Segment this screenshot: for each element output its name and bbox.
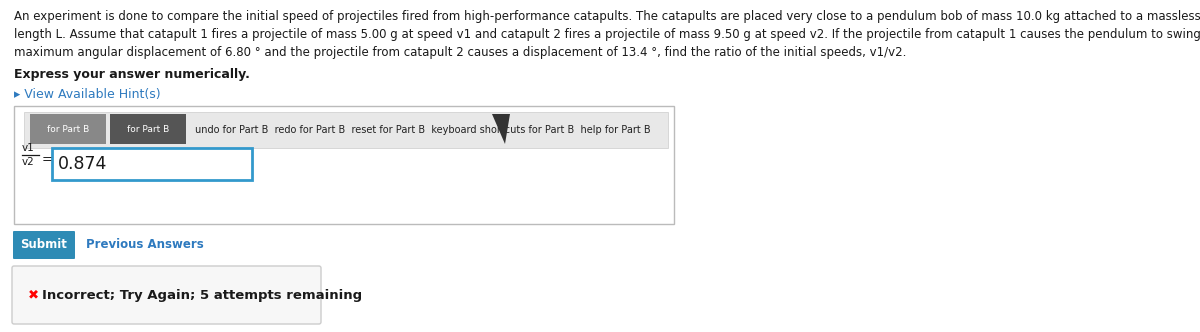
Text: Express your answer numerically.: Express your answer numerically.	[14, 68, 250, 81]
Text: undo for Part B  redo for Part B  reset for Part B  keyboard shortcuts for Part : undo for Part B redo for Part B reset fo…	[194, 125, 650, 135]
Text: for Part B: for Part B	[127, 124, 169, 133]
Text: ✖: ✖	[28, 289, 40, 301]
Text: ▸ View Available Hint(s): ▸ View Available Hint(s)	[14, 88, 161, 101]
Text: Previous Answers: Previous Answers	[86, 238, 204, 252]
Bar	[30, 114, 106, 144]
Text: =: =	[42, 153, 53, 167]
Text: Submit: Submit	[20, 238, 67, 252]
Text: maximum angular displacement of 6.80 ° and the projectile from catapult 2 causes: maximum angular displacement of 6.80 ° a…	[14, 46, 906, 59]
Polygon shape	[492, 114, 510, 144]
FancyBboxPatch shape	[13, 231, 74, 259]
Text: v2: v2	[22, 157, 35, 167]
Bar	[14, 106, 674, 224]
Text: length L. Assume that catapult 1 fires a projectile of mass 5.00 g at speed v1 a: length L. Assume that catapult 1 fires a…	[14, 28, 1200, 41]
Bar	[52, 148, 252, 180]
FancyBboxPatch shape	[12, 266, 322, 324]
Text: v1: v1	[22, 143, 35, 153]
Text: Incorrect; Try Again; 5 attempts remaining: Incorrect; Try Again; 5 attempts remaini…	[42, 289, 362, 301]
Bar	[110, 114, 186, 144]
Bar	[24, 112, 668, 148]
Text: An experiment is done to compare the initial speed of projectiles fired from hig: An experiment is done to compare the ini…	[14, 10, 1200, 23]
Text: 0.874: 0.874	[58, 155, 107, 173]
Text: for Part B: for Part B	[47, 124, 89, 133]
